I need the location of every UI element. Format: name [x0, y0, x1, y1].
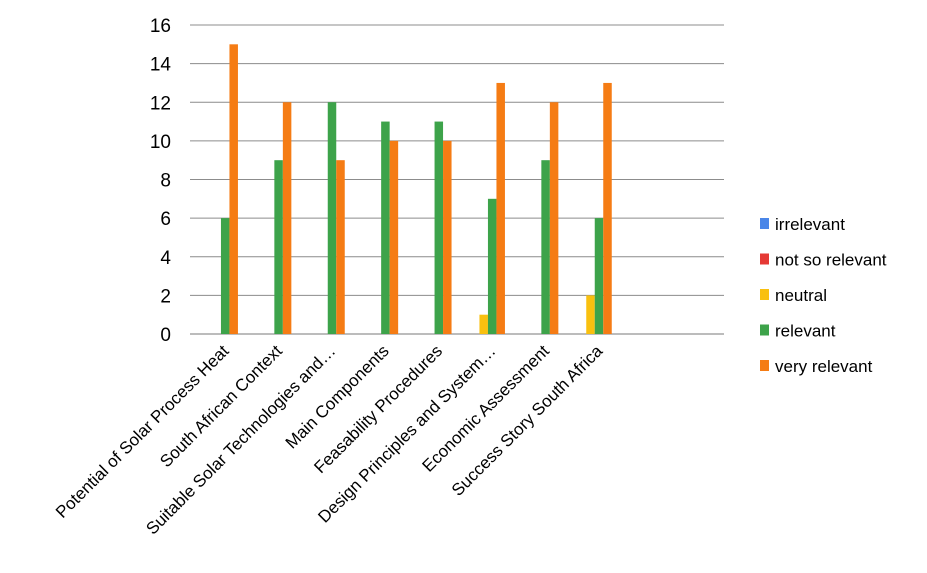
legend-label: neutral [775, 286, 827, 305]
bar-relevant [220, 218, 230, 334]
bar-relevant [274, 160, 283, 334]
y-tick-label: 4 [160, 248, 171, 269]
y-tick-label: 16 [150, 16, 171, 37]
y-tick-label: 12 [150, 93, 171, 114]
bar-neutral [586, 295, 595, 334]
y-tick-label: 2 [160, 286, 171, 307]
legend-swatch [760, 253, 769, 265]
bar-relevant [541, 160, 550, 334]
y-tick-label: 10 [150, 132, 171, 153]
y-tick-label: 14 [150, 55, 172, 76]
legend-label: not so relevant [775, 251, 887, 270]
y-tick-label: 8 [160, 171, 171, 192]
bar-relevant [594, 218, 604, 334]
bar-very-relevant [389, 140, 399, 334]
legend-swatch [760, 324, 769, 336]
bar-relevant [434, 121, 444, 334]
bar-very-relevant [229, 44, 238, 334]
legend-label: relevant [775, 322, 836, 341]
y-axis-ticks: 0 2 4 6 8 10 12 14 16 [150, 16, 172, 346]
bar-very-relevant [443, 140, 452, 334]
legend-swatch [760, 218, 769, 229]
x-category-label: Suitable Solar Technologies and… [142, 341, 339, 538]
bar-neutral [479, 314, 488, 334]
legend-swatch [760, 360, 769, 371]
legend-swatch [760, 289, 769, 300]
legend-label: very relevant [775, 357, 873, 376]
bar-relevant [381, 121, 390, 334]
gridlines [190, 24, 724, 335]
bar-very-relevant [496, 82, 505, 334]
bar-relevant [327, 102, 337, 334]
legend-label: irrelevant [775, 215, 845, 234]
y-tick-label: 6 [160, 209, 171, 230]
legend: irrelevant not so relevant neutral relevant… [760, 215, 887, 376]
bar-very-relevant [603, 82, 612, 334]
bar-very-relevant [549, 102, 559, 334]
y-tick-label: 0 [160, 325, 171, 346]
bar-relevant [487, 198, 497, 334]
bar-very-relevant [282, 102, 292, 334]
bar-very-relevant [336, 160, 345, 334]
bars [220, 44, 612, 334]
